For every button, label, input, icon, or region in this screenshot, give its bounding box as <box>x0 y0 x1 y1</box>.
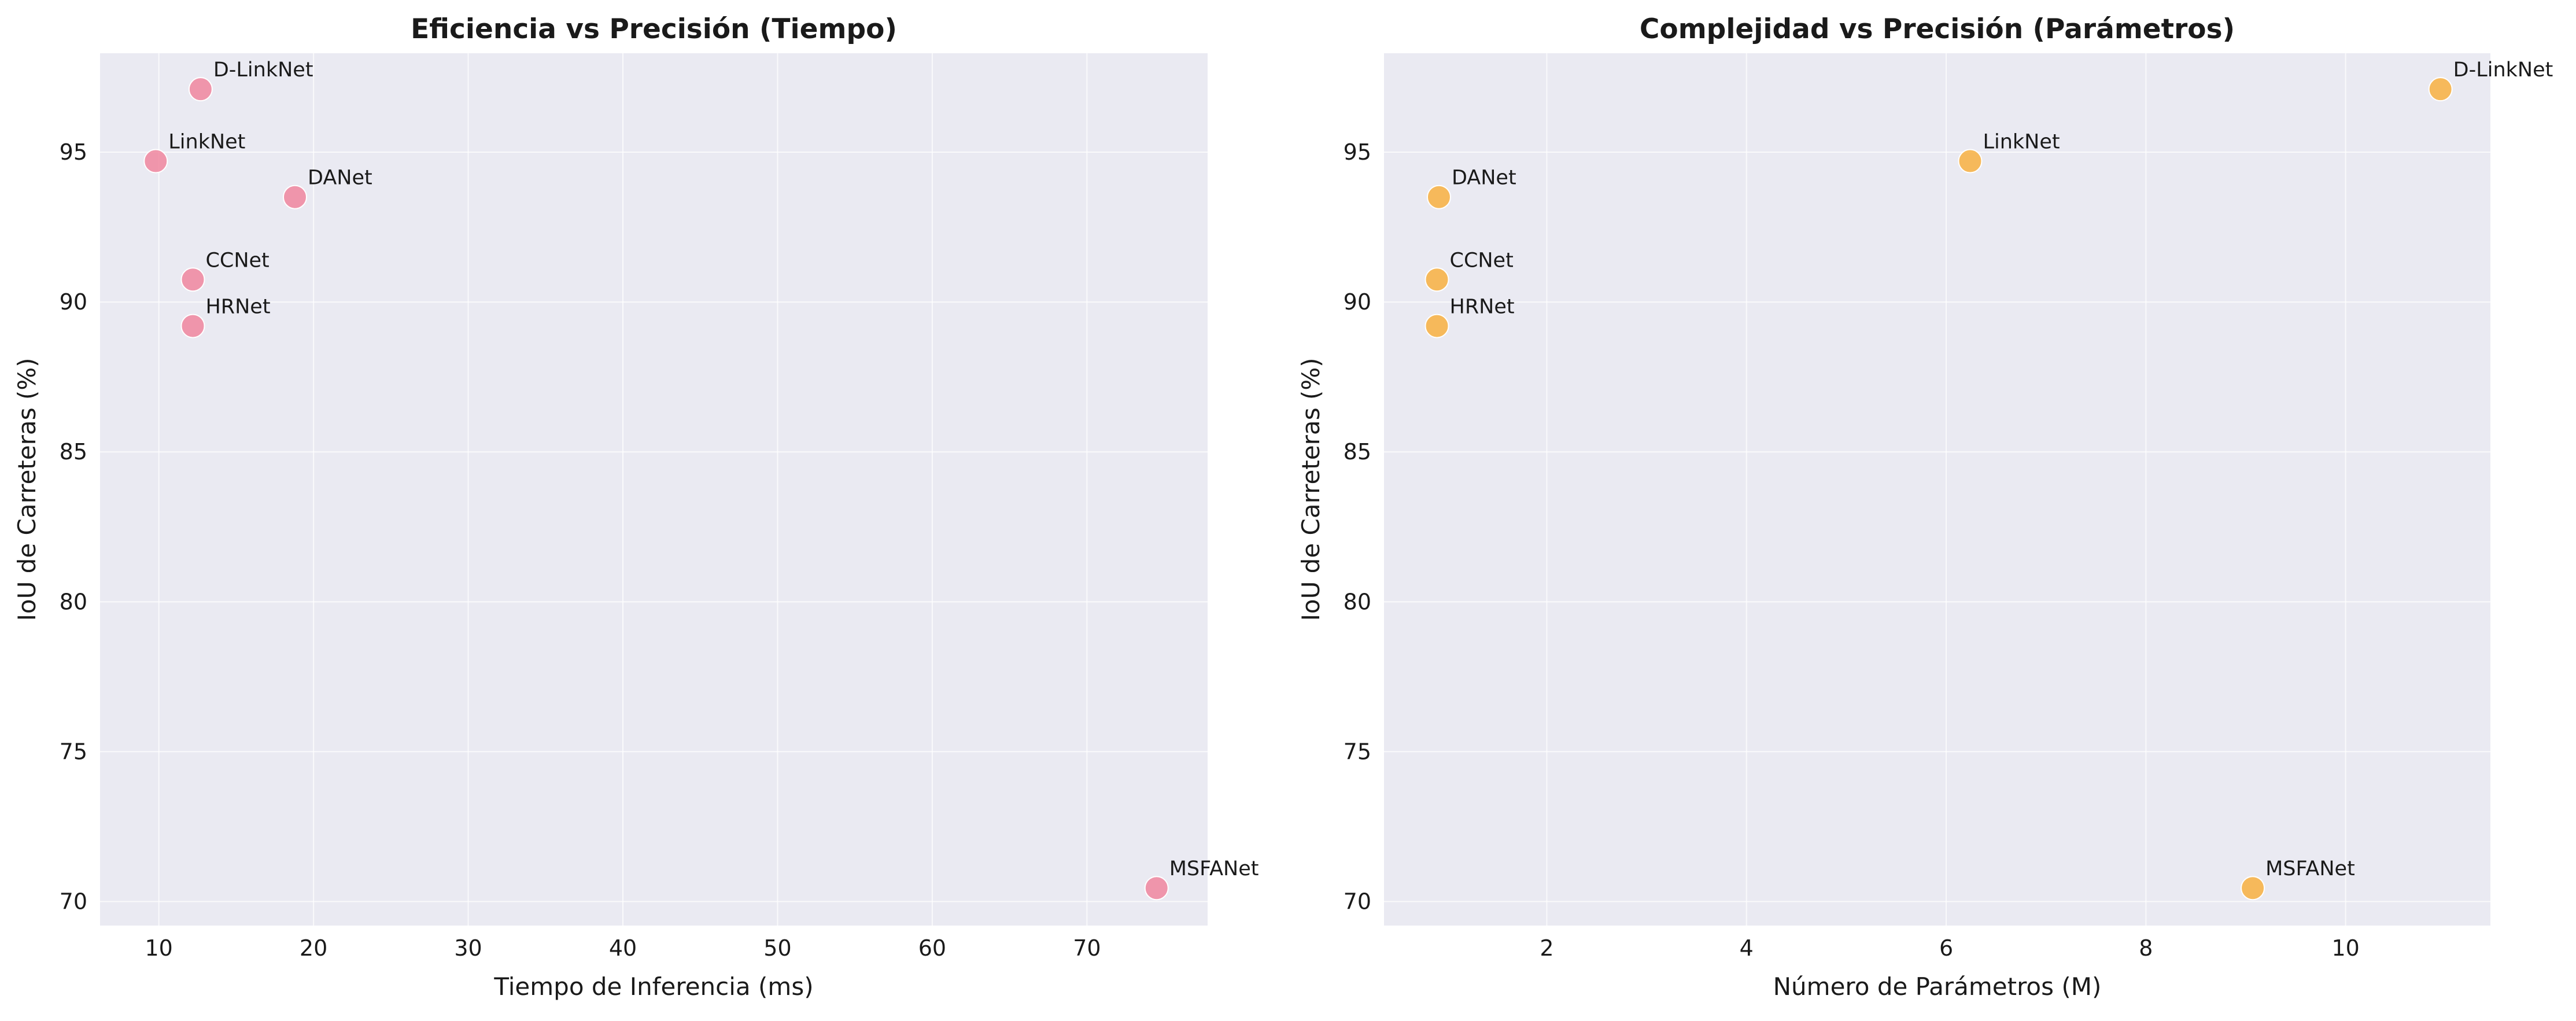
y-tick-label: 75 <box>60 739 87 764</box>
y-tick-labels: 70 75 80 85 90 95 <box>1344 139 1371 915</box>
plot-area <box>1384 53 2490 926</box>
chart-params-vs-iou: 2 4 6 8 10 70 75 80 85 90 95 D-LinkNet LinkNet DANe… <box>1297 13 2553 1001</box>
point-label: LinkNet <box>1983 131 2060 154</box>
x-axis-label: Tiempo de Inferencia (ms) <box>493 972 813 1001</box>
x-tick-label: 10 <box>145 935 172 961</box>
x-tick-label: 40 <box>609 935 637 961</box>
chart-title: Complejidad vs Precisión (Parámetros) <box>1640 13 2235 45</box>
x-tick-label: 4 <box>1740 935 1754 961</box>
point-labels: D-LinkNet LinkNet DANet CCNet HRNet MSFANet <box>168 58 1259 880</box>
point-label: CCNet <box>1450 249 1514 272</box>
chart-time-vs-iou: 10 20 30 40 50 60 70 70 75 80 85 90 95 D-LinkNet Lin… <box>13 13 1259 1001</box>
scatter-points <box>143 77 1169 901</box>
y-tick-label: 90 <box>60 289 87 315</box>
data-point <box>188 77 213 102</box>
point-label: DANet <box>1452 167 1516 190</box>
point-label: LinkNet <box>168 131 245 154</box>
data-point <box>1144 876 1169 901</box>
data-point <box>2241 876 2265 901</box>
y-tick-label: 80 <box>60 589 87 614</box>
point-label: MSFANet <box>1169 857 1259 880</box>
chart-title: Eficiencia vs Precisión (Tiempo) <box>411 13 897 45</box>
y-tick-label: 80 <box>1344 589 1371 614</box>
data-point <box>282 185 307 209</box>
grid <box>100 53 1208 926</box>
data-point <box>143 149 168 174</box>
y-tick-label: 75 <box>1344 739 1371 764</box>
x-tick-labels: 10 20 30 40 50 60 70 <box>145 935 1101 961</box>
point-labels: D-LinkNet LinkNet DANet CCNet HRNet MSFANet <box>1450 58 2553 880</box>
x-tick-label: 10 <box>2331 935 2359 961</box>
x-tick-label: 20 <box>300 935 327 961</box>
x-tick-label: 70 <box>1073 935 1101 961</box>
y-tick-label: 95 <box>1344 139 1371 165</box>
point-label: CCNet <box>205 249 269 272</box>
x-tick-labels: 2 4 6 8 10 <box>1540 935 2360 961</box>
x-axis-label: Número de Parámetros (M) <box>1773 972 2102 1001</box>
y-axis-label: IoU de Carreteras (%) <box>13 357 41 621</box>
point-label: MSFANet <box>2265 857 2355 880</box>
y-tick-label: 95 <box>60 139 87 165</box>
data-point <box>1426 185 1451 209</box>
point-label: HRNet <box>1450 296 1515 319</box>
point-label: DANet <box>308 167 372 190</box>
plot-area <box>100 53 1208 926</box>
y-axis-label: IoU de Carreteras (%) <box>1297 357 1325 621</box>
x-tick-label: 8 <box>2139 935 2153 961</box>
data-point <box>180 314 205 338</box>
y-tick-label: 70 <box>1344 889 1371 915</box>
y-tick-label: 70 <box>60 889 87 915</box>
data-point <box>1424 314 1449 338</box>
data-point <box>180 267 205 292</box>
x-tick-label: 60 <box>918 935 946 961</box>
y-tick-label: 85 <box>1344 439 1371 465</box>
grid <box>1384 53 2490 926</box>
y-tick-label: 85 <box>60 439 87 465</box>
data-point <box>2428 77 2453 102</box>
y-tick-labels: 70 75 80 85 90 95 <box>60 139 87 915</box>
data-point <box>1424 267 1449 292</box>
y-tick-label: 90 <box>1344 289 1371 315</box>
x-tick-label: 6 <box>1939 935 1953 961</box>
point-label: D-LinkNet <box>2453 58 2553 82</box>
x-tick-label: 2 <box>1540 935 1553 961</box>
point-label: D-LinkNet <box>213 58 313 82</box>
x-tick-label: 30 <box>454 935 482 961</box>
data-point <box>1958 149 1983 174</box>
x-tick-label: 50 <box>763 935 791 961</box>
point-label: HRNet <box>205 296 270 319</box>
scatter-points <box>1424 77 2453 901</box>
